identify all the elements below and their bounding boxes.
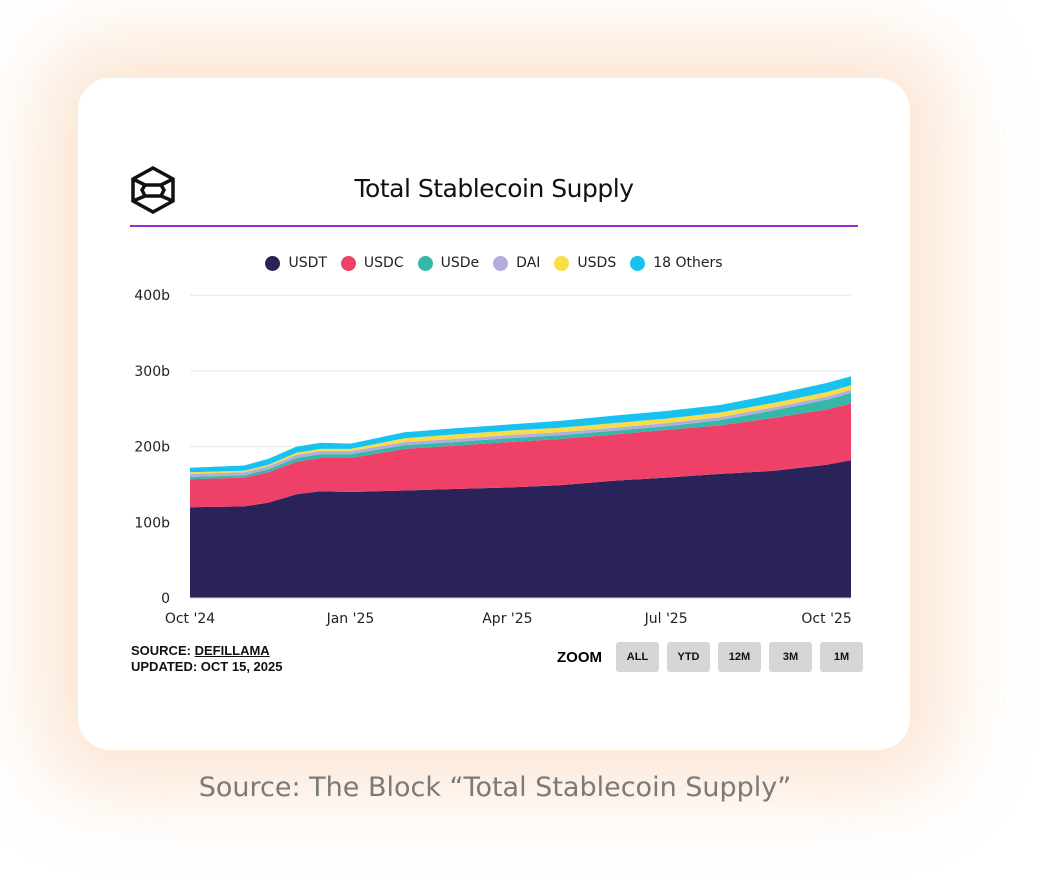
- legend-swatch: [265, 255, 281, 271]
- chart-card: Total Stablecoin Supply USDT USDC USDe DAI U…: [78, 78, 910, 750]
- chart-legend: USDT USDC USDe DAI USDS 18 Others: [78, 255, 910, 271]
- legend-item-usde[interactable]: USDe: [417, 255, 480, 271]
- zoom-label: ZOOM: [557, 648, 602, 666]
- legend-item-dai[interactable]: DAI: [493, 255, 540, 271]
- legend-swatch: [554, 255, 570, 271]
- x-tick-label: Oct '25: [801, 611, 851, 627]
- legend-label: USDT: [288, 255, 327, 271]
- zoom-12m-button[interactable]: 12M: [718, 642, 761, 672]
- stacked-area-chart: 0 100b 200b 300b 400b Oct '24 Jan '25 Apr '25 Ju…: [134, 288, 851, 627]
- legend-item-18-others[interactable]: 18 Others: [630, 255, 723, 271]
- legend-swatch: [630, 255, 646, 271]
- y-tick-label: 100b: [134, 515, 170, 531]
- source-link[interactable]: DEFILLAMA: [194, 643, 270, 658]
- image-caption: Source: The Block “Total Stablecoin Supp…: [198, 772, 792, 803]
- legend-label: USDS: [577, 255, 617, 271]
- x-tick-label: Apr '25: [482, 611, 532, 627]
- area-18-others: [190, 376, 851, 473]
- zoom-controls: ZOOM ALL YTD 12M 3M 1M: [557, 642, 863, 672]
- zoom-3m-button[interactable]: 3M: [769, 642, 812, 672]
- source-info: SOURCE: DEFILLAMA UPDATED: OCT 15, 2025: [131, 643, 282, 675]
- y-tick-label: 300b: [134, 364, 170, 380]
- chart-title: Total Stablecoin Supply: [354, 174, 635, 203]
- y-tick-label: 0: [161, 591, 170, 607]
- x-tick-label: Jan '25: [326, 611, 375, 627]
- zoom-1m-button[interactable]: 1M: [820, 642, 863, 672]
- source-label: SOURCE:: [131, 643, 191, 658]
- zoom-ytd-button[interactable]: YTD: [667, 642, 710, 672]
- zoom-all-button[interactable]: ALL: [616, 642, 659, 672]
- x-tick-label: Jul '25: [644, 611, 688, 627]
- legend-label: 18 Others: [653, 255, 723, 271]
- title-divider: [130, 225, 858, 227]
- x-tick-label: Oct '24: [165, 611, 215, 627]
- the-block-logo-icon: [131, 166, 175, 214]
- legend-swatch: [493, 255, 509, 271]
- legend-label: USDC: [363, 255, 404, 271]
- legend-swatch: [417, 255, 433, 271]
- legend-label: USDe: [440, 255, 480, 271]
- area-usdt: [190, 460, 851, 598]
- legend-item-usds[interactable]: USDS: [554, 255, 616, 271]
- legend-item-usdc[interactable]: USDC: [340, 255, 404, 271]
- legend-label: DAI: [516, 255, 541, 271]
- updated-date: UPDATED: OCT 15, 2025: [131, 659, 283, 674]
- legend-swatch: [340, 255, 356, 271]
- y-tick-label: 200b: [134, 440, 170, 456]
- area-usdc: [190, 403, 851, 508]
- legend-item-usdt[interactable]: USDT: [265, 255, 327, 271]
- y-tick-label: 400b: [134, 288, 170, 304]
